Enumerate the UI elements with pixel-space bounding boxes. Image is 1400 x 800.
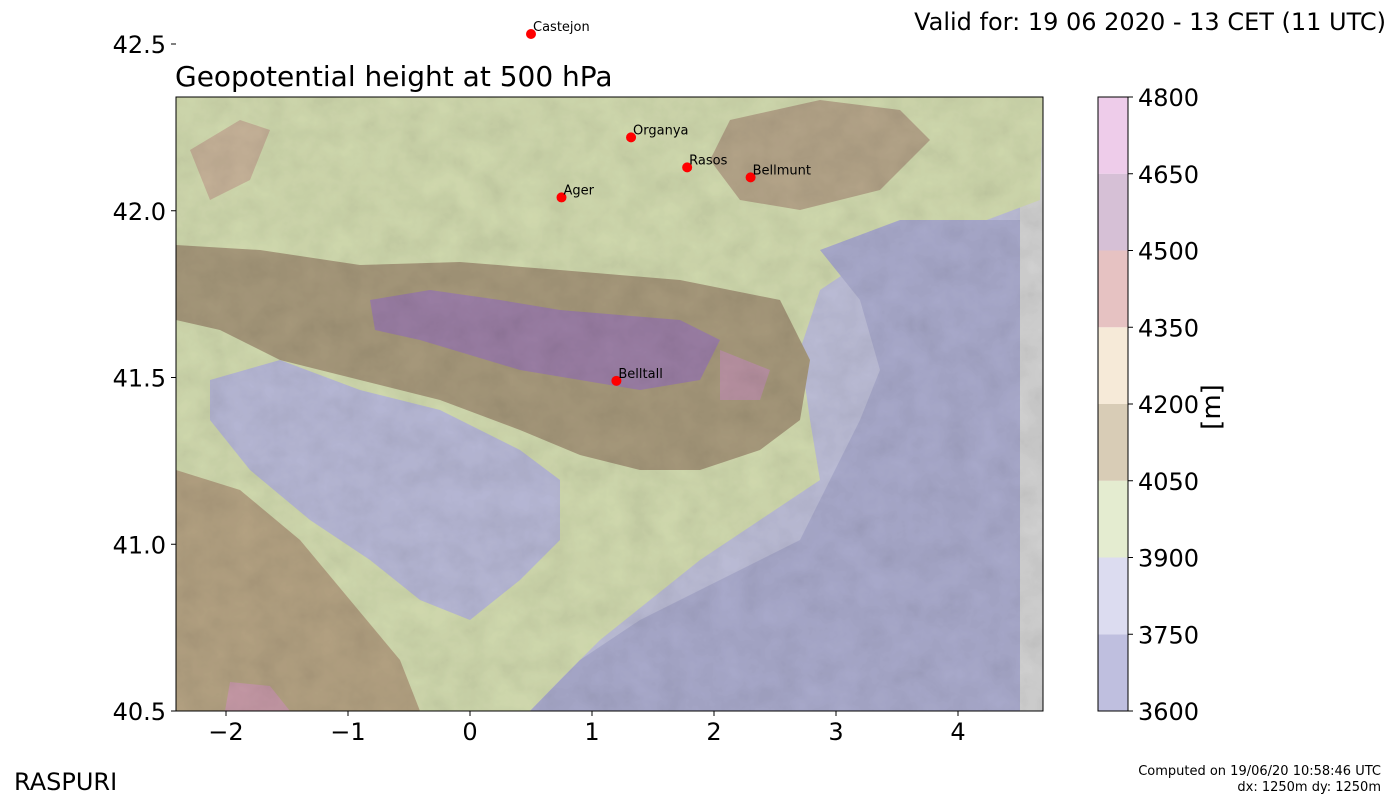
colorbar-unit-label: [m] (1197, 384, 1227, 430)
colorbar-tick-label: 4500 (1138, 238, 1199, 266)
valid-time: Valid for: 19 06 2020 - 13 CET (11 UTC) (914, 8, 1386, 36)
colorbar-tick-label: 3750 (1138, 621, 1199, 649)
colorbar-band (1098, 173, 1128, 251)
station-marker (611, 375, 622, 386)
station-label: Ager (564, 183, 595, 198)
colorbar-band (1098, 404, 1128, 481)
computed-time: Computed on 19/06/20 10:58:46 UTC (1138, 764, 1381, 779)
station-label: Bellmunt (753, 163, 811, 178)
colorbar-band (1098, 97, 1128, 174)
colorbar-tick-label: 3600 (1138, 698, 1199, 726)
x-tick-label: 0 (462, 718, 477, 746)
x-tick-label: 2 (706, 718, 721, 746)
station-marker (626, 132, 637, 143)
colorbar-tick-label: 4050 (1138, 468, 1199, 496)
colorbar-band (1098, 634, 1128, 711)
colorbar-tick-label: 4350 (1138, 314, 1199, 342)
station-marker (745, 172, 756, 183)
x-tick-label: 3 (828, 718, 843, 746)
station-marker (682, 162, 693, 173)
map-frame (175, 96, 1044, 712)
x-tick-label: −2 (208, 718, 243, 746)
y-tick-label: 40.5 (113, 698, 166, 726)
station-label: Organya (633, 123, 688, 138)
y-tick-label: 42.0 (113, 198, 166, 226)
station-marker (556, 192, 567, 203)
station-label: Castejon (533, 20, 590, 35)
station-label: Belltall (618, 367, 662, 382)
colorbar: 4800 4650 4500 4350 4200 4050 3900 3750 3600 (1097, 84, 1199, 726)
x-axis: −2 −1 0 1 2 3 4 (208, 711, 966, 746)
x-tick-label: 1 (584, 718, 599, 746)
station-marker (526, 28, 536, 39)
y-axis: 44.043.543.042.542.041.541.040.5 (113, 31, 176, 726)
colorbar-tick-label: 4650 (1138, 161, 1199, 189)
y-tick-label: 41.5 (113, 365, 166, 393)
colorbar-band (1098, 327, 1128, 404)
brand-label: RASPURI (14, 768, 118, 796)
colorbar-band (1098, 557, 1128, 635)
map-area (176, 97, 1043, 711)
x-tick-label: 4 (950, 718, 965, 746)
station-label: Rasos (689, 153, 727, 168)
colorbar-band (1098, 480, 1128, 558)
grid-resolution: dx: 1250m dy: 1250m (1237, 780, 1381, 795)
y-tick-label: 41.0 (113, 531, 166, 559)
y-tick-label: 42.5 (113, 31, 166, 59)
colorbar-tick-label: 4800 (1138, 84, 1199, 112)
x-tick-label: −1 (330, 718, 365, 746)
colorbar-tick-label: 4200 (1138, 391, 1199, 419)
colorbar-band (1098, 250, 1128, 328)
colorbar-tick-label: 3900 (1138, 545, 1199, 573)
map-title: Geopotential height at 500 hPa (175, 60, 613, 93)
computed-info: Computed on 19/06/20 10:58:46 UTC dx: 12… (1138, 764, 1381, 796)
